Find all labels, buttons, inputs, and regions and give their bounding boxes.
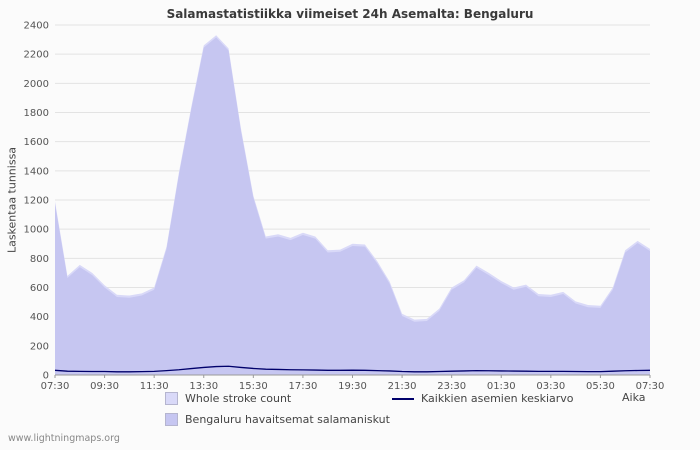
x-tick-label: 09:30: [90, 381, 119, 390]
bengaluru-strikes-swatch: [165, 413, 178, 426]
x-tick-label: 15:30: [239, 381, 268, 390]
legend-label-bengaluru-strikes: Bengaluru havaitsemat salamaniskut: [185, 413, 390, 426]
y-tick-label: 1200: [24, 196, 49, 207]
watermark-url: www.lightningmaps.org: [8, 433, 120, 444]
x-tick-label: 13:30: [189, 381, 218, 390]
legend-item-stations-average: Kaikkien asemien keskiarvo: [392, 392, 574, 405]
x-tick-label: 17:30: [289, 381, 318, 390]
x-tick-label: 05:30: [586, 381, 615, 390]
y-tick-label: 1600: [24, 137, 49, 148]
y-tick-label: 600: [30, 283, 49, 294]
x-axis-label: Aika: [622, 391, 646, 404]
x-tick-label: 11:30: [140, 381, 169, 390]
y-tick-label: 2200: [24, 50, 49, 61]
x-tick-label: 07:30: [636, 381, 665, 390]
stations-average-line-swatch: [392, 397, 414, 400]
y-tick-label: 2400: [24, 21, 49, 32]
legend-label-whole-stroke-count: Whole stroke count: [185, 392, 292, 405]
y-tick-label: 1800: [24, 108, 49, 119]
y-tick-label: 2000: [24, 79, 49, 90]
y-tick-label: 1400: [24, 166, 49, 177]
y-tick-label: 200: [30, 341, 49, 352]
legend-item-whole-stroke-count: Whole stroke count: [165, 392, 291, 405]
x-tick-label: 01:30: [487, 381, 516, 390]
y-tick-label: 0: [43, 371, 49, 382]
y-axis-label: Laskentaa tunnissa: [5, 146, 19, 254]
x-tick-label: 21:30: [388, 381, 417, 390]
legend-label-stations-average: Kaikkien asemien keskiarvo: [421, 392, 574, 405]
chart-title: Salamastatistiikka viimeiset 24h Asemalt…: [166, 7, 534, 21]
chart-canvas: 0 200 400 600 800 1000 1200 1400 1600 1800 2000 220…: [24, 21, 665, 391]
whole-stroke-count-swatch: [165, 392, 178, 405]
x-tick-label: 03:30: [536, 381, 565, 390]
average-line-series: [54, 365, 651, 373]
x-tick-label: 07:30: [41, 381, 70, 390]
x-tick-label: 19:30: [338, 381, 367, 390]
area-series: [55, 37, 650, 376]
y-tick-label: 1000: [24, 225, 49, 236]
x-tick-label: 23:30: [437, 381, 466, 390]
y-tick-label: 800: [30, 254, 49, 265]
y-tick-label: 400: [30, 312, 49, 323]
legend-item-bengaluru-strikes: Bengaluru havaitsemat salamaniskut: [165, 413, 390, 426]
